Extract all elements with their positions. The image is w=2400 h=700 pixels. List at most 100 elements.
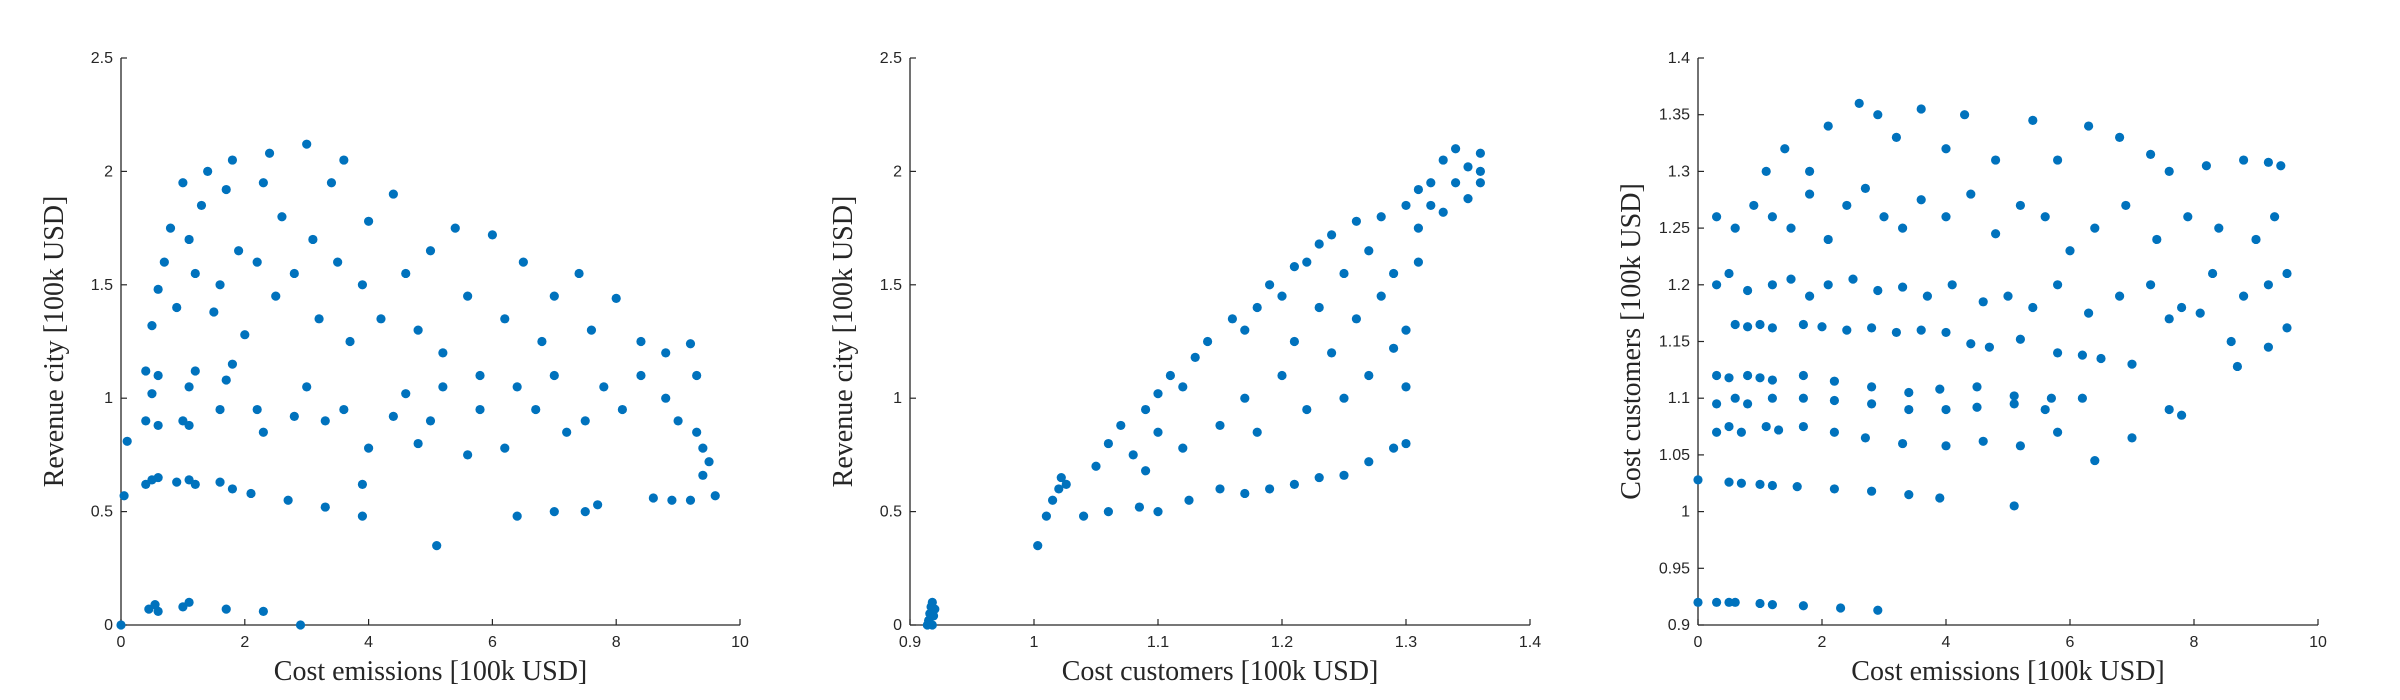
data-point [2053, 348, 2063, 358]
data-point [1984, 342, 1994, 352]
data-point [221, 604, 231, 614]
scatter-panel-3: 0 2 4 6 8 10 0.9 0.95 1 1.05 1.1 1.15 1.2 1.25 1.3 1.35… [1616, 50, 2327, 687]
data-point [2115, 291, 2125, 301]
y-axis-label: Revenue city [100k USD] [828, 196, 859, 488]
data-point [2040, 212, 2050, 222]
data-point [1724, 373, 1734, 383]
data-point [172, 477, 182, 487]
data-point [234, 246, 244, 256]
data-point [512, 382, 522, 392]
data-point [1712, 399, 1722, 409]
data-point [388, 189, 398, 199]
x-tick-label: 10 [731, 634, 749, 651]
data-point [2077, 393, 2087, 403]
data-point [1215, 484, 1225, 494]
data-point [928, 611, 939, 621]
data-point [190, 366, 200, 376]
data-point [1916, 195, 1926, 205]
y-tick-label: 1.25 [1659, 220, 1690, 237]
data-point [122, 436, 132, 446]
y-tick-label: 1.5 [91, 277, 113, 294]
data-point [283, 495, 293, 505]
data-point [698, 470, 708, 480]
data-point [264, 148, 275, 158]
y-axis-label: Cost customers [100k USD] [1616, 183, 1647, 500]
data-point [1829, 484, 1839, 494]
data-point [1153, 507, 1163, 517]
data-point [1401, 200, 1411, 211]
data-point [388, 411, 398, 421]
data-point [1755, 598, 1765, 609]
data-point [1693, 597, 1703, 607]
data-point [512, 511, 522, 521]
data-point [364, 216, 374, 226]
data-point [1941, 327, 1951, 338]
data-point [580, 507, 590, 517]
data-point [295, 620, 306, 630]
data-point [357, 511, 368, 521]
scatter-panel-1: 0 2 4 6 8 10 0 0.5 1 1.5 2 2.5 Cost emissions [100k … [39, 50, 749, 687]
data-point [2040, 404, 2050, 415]
data-point [215, 477, 225, 487]
data-point [1451, 178, 1461, 188]
data-point [320, 502, 330, 512]
data-point [1376, 212, 1386, 222]
data-point [1873, 605, 1883, 615]
data-point [1061, 479, 1071, 489]
y-tick-label: 1.5 [880, 277, 902, 294]
data-point [1798, 421, 1808, 432]
x-tick-label: 6 [2066, 634, 2075, 651]
data-point [1786, 274, 1796, 284]
x-tick-label: 6 [488, 634, 497, 651]
data-point [153, 606, 163, 616]
data-point [1351, 216, 1361, 226]
data-point [1265, 484, 1275, 494]
x-tick-label: 4 [364, 634, 373, 651]
data-point [1091, 461, 1101, 471]
data-point [1941, 441, 1951, 451]
data-point [1767, 323, 1777, 333]
y-tick-label: 1.3 [1668, 163, 1690, 180]
data-point [1749, 200, 1759, 211]
data-point [1829, 376, 1839, 386]
data-point [1351, 314, 1361, 324]
data-point [1860, 433, 1870, 443]
data-point [927, 620, 937, 630]
data-point [2152, 234, 2162, 245]
data-point [667, 495, 677, 505]
data-point [1991, 155, 2001, 165]
data-point [1761, 166, 1771, 176]
data-point [1153, 427, 1163, 437]
data-point [1743, 370, 1753, 381]
data-point [308, 234, 318, 245]
data-point [1873, 110, 1883, 120]
data-point [357, 280, 368, 290]
x-tick-label: 4 [1942, 634, 1951, 651]
data-point [2096, 353, 2106, 364]
data-point [531, 404, 541, 415]
data-point [141, 416, 151, 426]
data-point [2077, 350, 2087, 360]
data-point [1898, 438, 1908, 449]
data-point [1798, 601, 1808, 611]
data-point [1693, 475, 1703, 485]
data-point [2053, 280, 2063, 290]
data-point [685, 495, 696, 505]
data-point [1401, 438, 1411, 449]
data-point [178, 178, 188, 188]
data-point [1141, 466, 1151, 476]
data-point [1215, 420, 1225, 431]
data-point [2251, 234, 2261, 245]
data-point [2201, 161, 2211, 171]
data-point [487, 230, 497, 240]
data-point [930, 604, 940, 614]
data-point [1842, 200, 1852, 211]
y-tick-label: 1 [104, 390, 113, 407]
data-point [2263, 280, 2273, 290]
data-point [2177, 410, 2187, 420]
data-point [1761, 421, 1771, 432]
data-point [314, 314, 324, 324]
data-point [1376, 291, 1386, 301]
y-tick-label: 2 [893, 163, 902, 180]
y-tick-label: 0 [893, 617, 902, 634]
